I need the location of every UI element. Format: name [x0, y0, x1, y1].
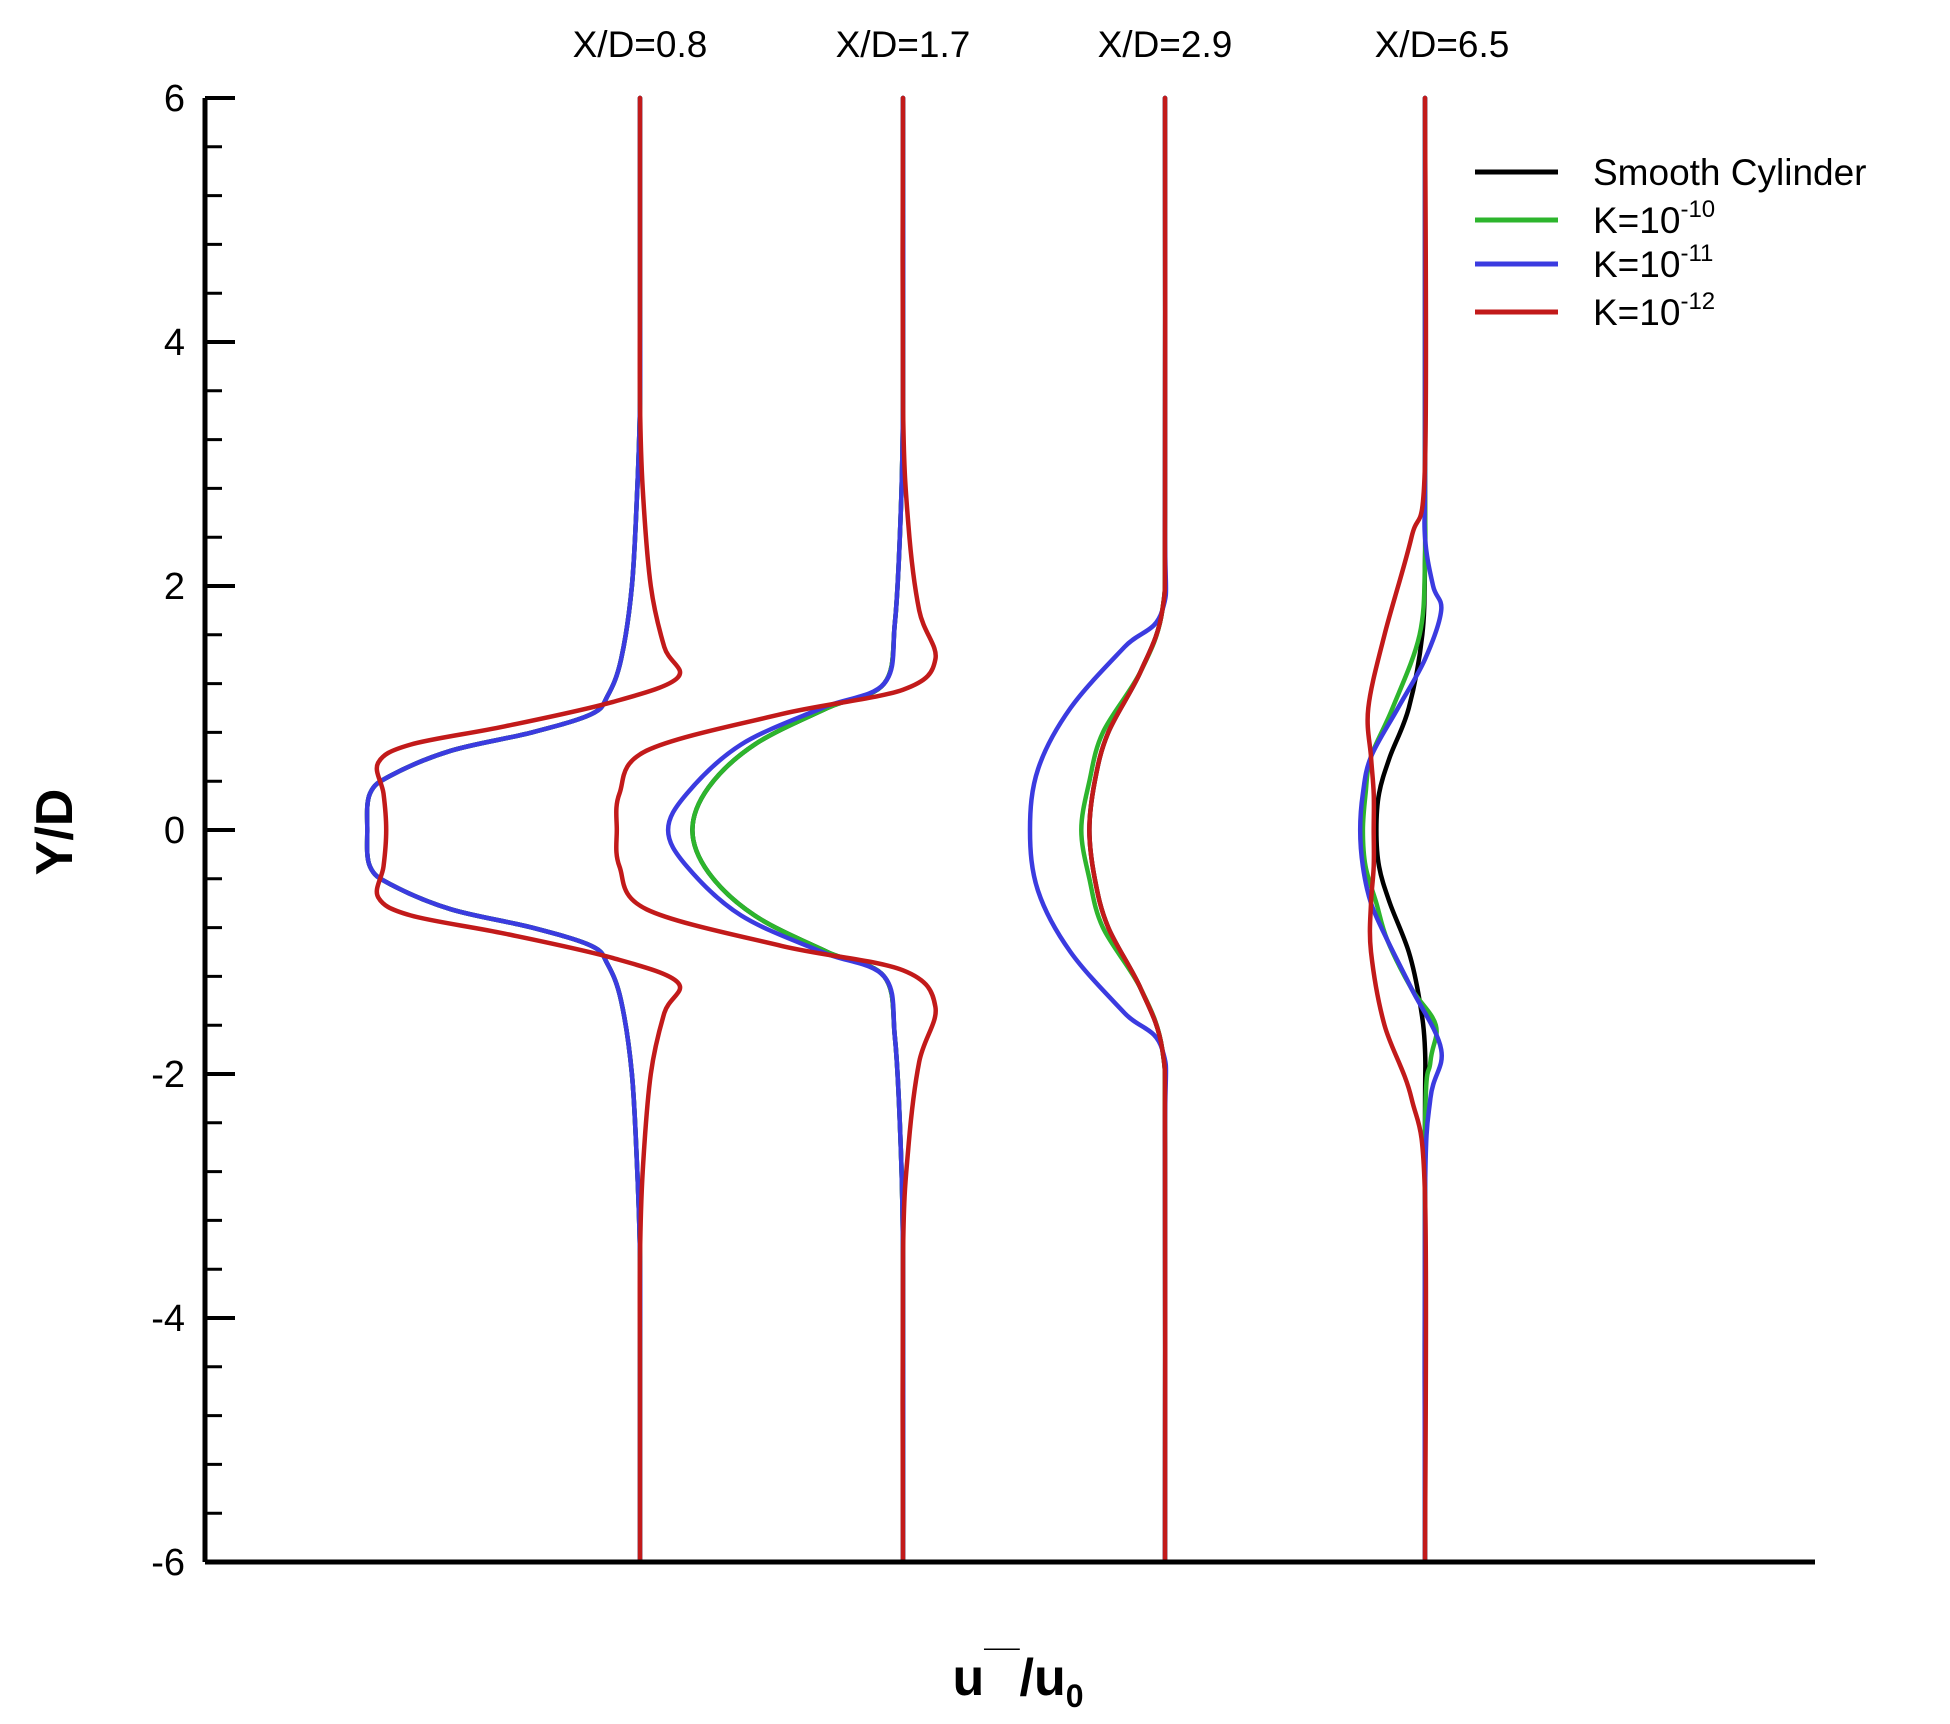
station-labels: X/D=0.8 X/D=1.7 X/D=2.9 X/D=6.5	[573, 24, 1510, 65]
series-line-3-station-3	[1027, 95, 1169, 1565]
y-ticks: 6 4 2 0 -2 -4 -6	[151, 78, 235, 1584]
y-tick-label: 6	[164, 78, 185, 120]
station-label: X/D=0.8	[573, 24, 708, 65]
legend-label: K=10-11	[1593, 240, 1713, 285]
x-axis-title-base: u	[952, 1649, 984, 1707]
profile-curves	[364, 95, 1445, 1565]
y-axis-title: Y/D	[26, 789, 84, 876]
x-axis-title-overbar: ¯¯	[983, 1644, 1020, 1680]
y-tick-label: -2	[151, 1054, 185, 1096]
station-label: X/D=2.9	[1098, 24, 1233, 65]
series-line-2-station-2	[690, 95, 906, 1565]
x-axis-title: u¯¯/u0	[952, 1644, 1083, 1714]
series-line-4-station-1	[374, 95, 683, 1565]
y-tick-label: -4	[151, 1298, 185, 1340]
station-label: X/D=1.7	[836, 24, 971, 65]
y-tick-label: 0	[164, 810, 185, 852]
series-line-1-station-4	[1374, 95, 1428, 1565]
series-line-1-station-3	[1087, 95, 1168, 1565]
series-line-4-station-4	[1365, 95, 1429, 1565]
axes	[202, 98, 1815, 1565]
series-line-3-station-4	[1357, 95, 1445, 1565]
series-line-3-station-1	[364, 95, 643, 1565]
series-line-1-station-2	[690, 95, 906, 1565]
series-line-4-station-3	[1087, 95, 1168, 1565]
series-line-2-station-1	[364, 95, 643, 1565]
legend-label: K=10-10	[1593, 196, 1715, 241]
station-label: X/D=6.5	[1375, 24, 1510, 65]
legend-label: Smooth Cylinder	[1593, 152, 1867, 193]
legend-label: K=10-12	[1593, 288, 1715, 333]
y-tick-label: 2	[164, 566, 185, 608]
series-line-1-station-1	[364, 95, 643, 1565]
y-tick-label: 4	[164, 322, 185, 364]
series-line-3-station-2	[665, 95, 906, 1565]
x-axis-title-rest: /u	[1020, 1649, 1066, 1707]
y-tick-label: -6	[151, 1542, 185, 1584]
x-axis-title-sub: 0	[1066, 1678, 1084, 1714]
series-line-2-station-3	[1079, 95, 1168, 1565]
series-line-4-station-2	[614, 95, 938, 1565]
